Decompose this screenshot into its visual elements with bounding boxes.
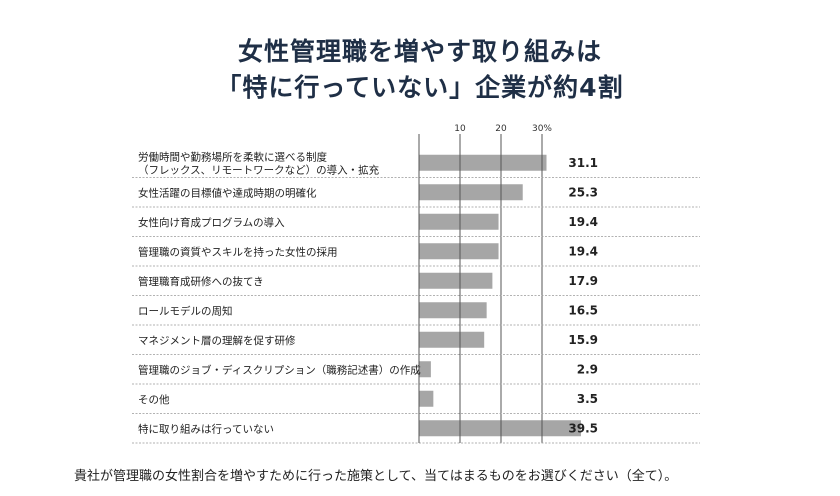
bar-4 [419,243,499,260]
bar-9 [419,390,434,407]
category-label-10: 特に取り組みは行っていない [138,422,274,435]
category-label-3: 女性向け育成プログラムの導入 [138,216,285,229]
value-label-9: 3.5 [577,392,598,406]
category-label-7: マネジメント層の理解を促す研修 [138,334,296,347]
category-label-8: 管理職のジョブ・ディスクリプション（職務記述書）の作成 [138,363,421,376]
value-label-1: 31.1 [568,156,598,170]
value-label-8: 2.9 [577,362,598,376]
bar-1 [419,154,547,171]
value-label-7: 15.9 [568,333,598,347]
value-label-3: 19.4 [568,215,598,229]
value-label-6: 16.5 [568,303,598,317]
category-label-1-line-2: （フレックス、リモートワークなど）の導入・拡充 [138,163,380,176]
value-label-4: 19.4 [568,244,598,258]
category-label-1-line-1: 労働時間や勤務場所を柔軟に選べる制度 [138,150,327,163]
tick-label-10: 10 [454,124,466,134]
tick-label-20: 20 [495,124,507,134]
value-label-2: 25.3 [568,185,598,199]
bar-10 [419,420,581,437]
bar-5 [419,272,493,289]
bar-6 [419,302,487,319]
category-label-5: 管理職育成研修への抜てき [138,275,264,288]
bar-2 [419,184,523,201]
bar-3 [419,213,499,230]
tick-label-30: 30% [532,124,552,134]
category-label-6: ロールモデルの周知 [138,304,233,317]
value-label-10: 39.5 [568,421,598,435]
category-label-4: 管理職の資質やスキルを持った女性の採用 [138,245,338,258]
category-label-9: その他 [138,393,170,406]
chart-title-line-1: 女性管理職を増やす取り組みは [237,37,602,66]
bar-7 [419,331,485,348]
chart-title-line-2: 「特に行っていない」企業が約4割 [216,73,624,102]
category-label-2: 女性活躍の目標値や達成時期の明確化 [138,186,317,199]
bar-8 [419,361,431,378]
value-label-5: 17.9 [568,274,598,288]
footnote: 貴社が管理職の女性割合を増やすために行った施策として、当てはまるものをお選びくだ… [74,469,678,484]
